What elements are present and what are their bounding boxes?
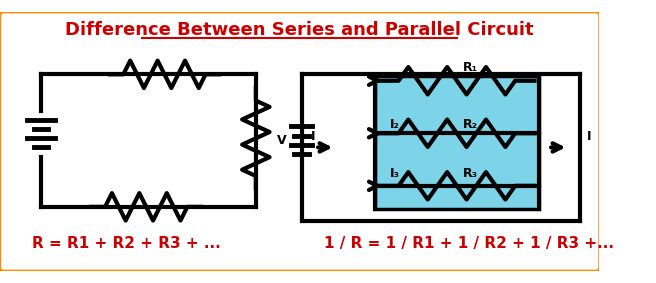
FancyBboxPatch shape	[0, 11, 600, 272]
Text: I₃: I₃	[390, 168, 400, 181]
Text: Difference Between Series and Parallel Circuit: Difference Between Series and Parallel C…	[66, 22, 534, 40]
Text: I: I	[311, 130, 316, 143]
Text: R₁: R₁	[463, 61, 478, 74]
Text: I: I	[587, 130, 592, 143]
Text: V: V	[277, 134, 286, 147]
Text: I₂: I₂	[390, 118, 400, 131]
Text: R₃: R₃	[463, 168, 478, 181]
Text: 1 / R = 1 / R1 + 1 / R2 + 1 / R3 +...: 1 / R = 1 / R1 + 1 / R2 + 1 / R3 +...	[324, 236, 615, 251]
Bar	[375, 76, 539, 209]
Text: R = R1 + R2 + R3 + ...: R = R1 + R2 + R3 + ...	[32, 236, 220, 251]
Text: R₂: R₂	[463, 118, 478, 131]
